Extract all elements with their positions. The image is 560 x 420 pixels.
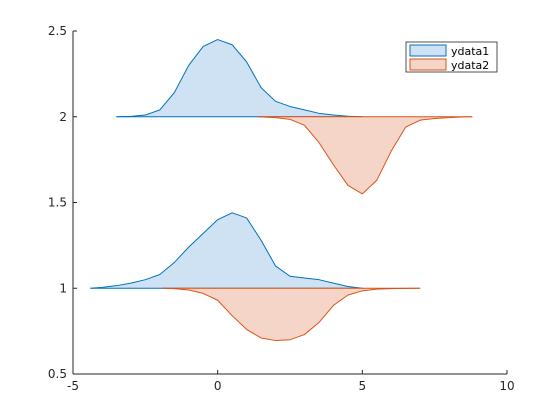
series-ydata2-area-2	[162, 288, 421, 341]
x-tick-label: 0	[214, 379, 222, 393]
series-ydata2-area-1	[258, 116, 473, 194]
plot-area	[90, 39, 473, 342]
series-ydata1-area-2	[90, 212, 363, 289]
series-ydata1-curve-2	[90, 212, 363, 289]
series-ydata2-curve-1	[258, 116, 473, 195]
series-ydata2-curve-2	[162, 287, 421, 342]
series-ydata1-curve-1	[116, 39, 363, 118]
legend-label-ydata2: ydata2	[451, 59, 489, 72]
legend-label-ydata1: ydata1	[451, 45, 489, 58]
y-tick-label: 2.5	[48, 24, 67, 38]
legend-swatch-ydata2	[409, 58, 447, 71]
axes: -5 0 5 10 0.5 1 1.5 2 2.5	[48, 24, 515, 393]
y-tick-label: 1	[59, 281, 67, 295]
legend-swatch-ydata1	[409, 44, 447, 57]
x-tick-label: 10	[499, 379, 514, 393]
series-ydata1-area-1	[116, 39, 363, 117]
y-tick-label: 0.5	[48, 367, 67, 381]
x-tick-label: 5	[359, 379, 367, 393]
y-tick-label: 2	[59, 110, 67, 124]
y-tick-label: 1.5	[48, 196, 67, 210]
x-tick-label: -5	[67, 379, 79, 393]
